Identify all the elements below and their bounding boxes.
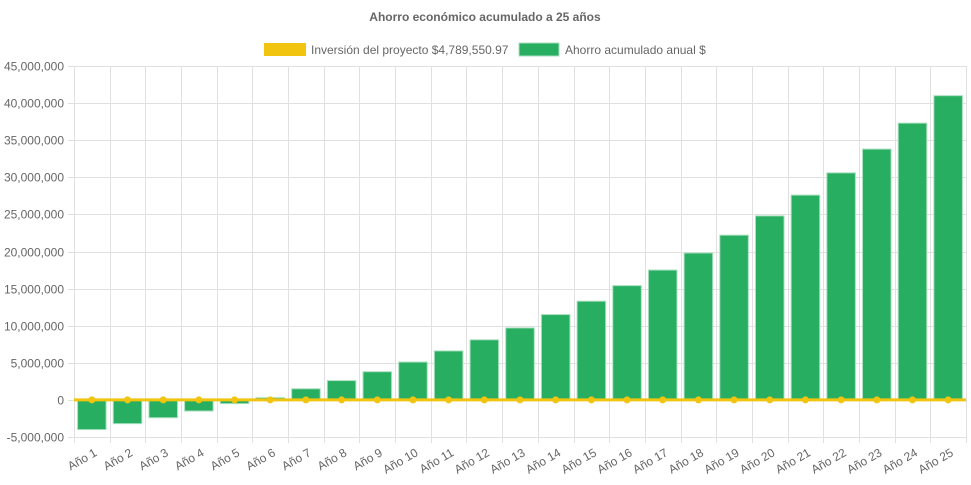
investment-point <box>694 396 702 404</box>
legend[interactable]: Inversión del proyecto $4,789,550.97 Aho… <box>264 42 706 57</box>
investment-point <box>124 396 132 404</box>
bar-año-19 <box>719 234 749 401</box>
x-tick-label: Año 18 <box>666 445 706 476</box>
y-tick-label: 0 <box>57 394 64 408</box>
bar-año-25 <box>933 95 963 401</box>
y-tick-label: 5,000,000 <box>11 357 65 371</box>
y-tick-label: 15,000,000 <box>4 283 64 297</box>
bar-año-12 <box>469 339 500 401</box>
bar-año-2 <box>112 399 143 425</box>
bar-año-22 <box>826 172 856 401</box>
investment-point <box>908 396 916 404</box>
x-tick-label: Año 22 <box>809 445 849 476</box>
x-tick-label: Año 19 <box>702 445 742 476</box>
bar-año-18 <box>683 252 714 401</box>
x-tick-label: Año 12 <box>452 445 492 476</box>
x-tick-label: Año 24 <box>880 445 920 476</box>
y-tick-label: 20,000,000 <box>4 246 64 260</box>
x-tick-label: Año 3 <box>137 445 171 473</box>
x-tick-label: Año 21 <box>773 445 813 476</box>
legend-label-investment[interactable]: Inversión del proyecto $4,789,550.97 <box>311 43 509 57</box>
y-tick-label: 30,000,000 <box>4 171 64 185</box>
investment-point <box>873 396 881 404</box>
x-tick-label: Año 7 <box>279 445 313 473</box>
x-tick-label: Año 4 <box>172 445 206 473</box>
investment-point <box>302 396 310 404</box>
bar-año-11 <box>433 350 464 401</box>
investment-point <box>944 396 952 404</box>
bar-año-15 <box>576 300 607 401</box>
bar-año-14 <box>540 314 571 401</box>
legend-swatch-savings <box>518 42 560 57</box>
investment-point <box>338 396 346 404</box>
bar-año-16 <box>612 285 642 401</box>
bar-año-17 <box>647 269 678 401</box>
investment-point <box>623 396 631 404</box>
investment-point <box>231 396 239 404</box>
investment-point <box>587 396 595 404</box>
x-tick-label: Año 14 <box>523 445 563 476</box>
bar-año-24 <box>897 122 928 401</box>
investment-point <box>766 396 774 404</box>
investment-point <box>88 396 96 404</box>
x-tick-label: Año 15 <box>559 445 599 476</box>
investment-point <box>837 396 845 404</box>
bar-año-1 <box>77 399 107 431</box>
y-tick-label: -5,000,000 <box>7 431 65 445</box>
y-tick-label: 25,000,000 <box>4 208 64 222</box>
y-tick-label: 35,000,000 <box>4 134 64 148</box>
investment-point <box>445 396 453 404</box>
bar-año-9 <box>362 371 393 401</box>
x-tick-label: Año 8 <box>315 445 349 473</box>
bar-año-20 <box>754 215 785 401</box>
investment-point <box>480 396 488 404</box>
x-tick-label: Año 23 <box>844 445 884 476</box>
investment-point <box>266 396 274 404</box>
x-tick-label: Año 25 <box>916 445 956 476</box>
investment-point <box>801 396 809 404</box>
bar-año-13 <box>505 327 535 401</box>
bar-año-10 <box>398 361 428 401</box>
investment-point <box>516 396 524 404</box>
x-tick-label: Año 17 <box>630 445 670 476</box>
x-tick-label: Año 20 <box>737 445 777 476</box>
chart-title: Ahorro económico acumulado a 25 años <box>369 10 601 24</box>
y-tick-label: 45,000,000 <box>4 60 64 74</box>
x-tick-label: Año 16 <box>595 445 635 476</box>
bar-año-23 <box>862 148 892 401</box>
x-tick-label: Año 9 <box>351 445 385 473</box>
x-tick-label: Año 1 <box>65 445 99 473</box>
bar-año-21 <box>790 194 821 401</box>
x-tick-label: Año 5 <box>208 445 242 473</box>
investment-point <box>159 396 167 404</box>
investment-point <box>373 396 381 404</box>
investment-point <box>552 396 560 404</box>
x-tick-label: Año 6 <box>244 445 278 473</box>
x-tick-label: Año 10 <box>381 445 421 476</box>
investment-point <box>409 396 417 404</box>
y-tick-label: 10,000,000 <box>4 320 64 334</box>
legend-label-savings[interactable]: Ahorro acumulado anual $ <box>565 43 706 57</box>
y-tick-label: 40,000,000 <box>4 97 64 111</box>
investment-point <box>195 396 203 404</box>
x-tick-label: Año 11 <box>417 445 456 476</box>
investment-point <box>659 396 667 404</box>
x-tick-label: Año 13 <box>488 445 528 476</box>
investment-point <box>730 396 738 404</box>
x-tick-label: Año 2 <box>101 445 135 473</box>
legend-swatch-investment <box>264 43 306 56</box>
